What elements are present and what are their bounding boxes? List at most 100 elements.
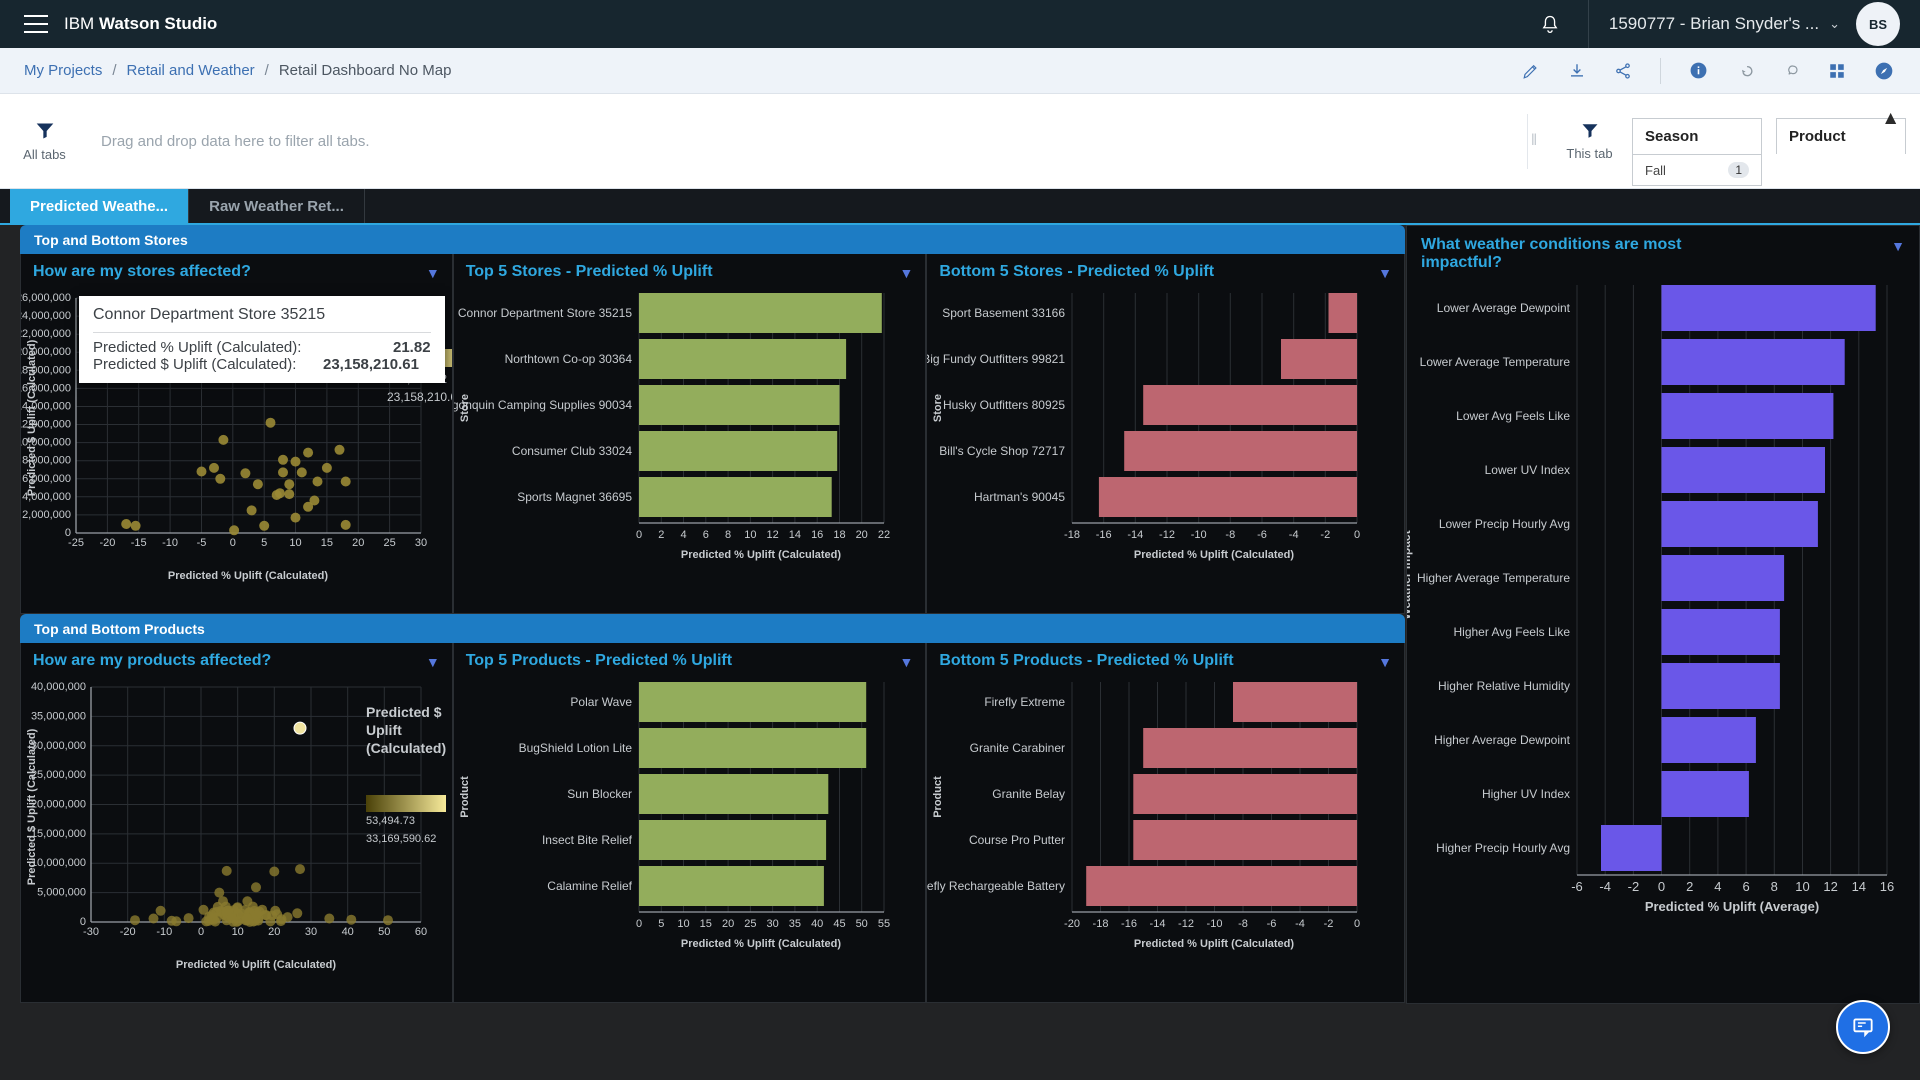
- svg-text:-2: -2: [1628, 879, 1640, 894]
- svg-text:Course Pro Putter: Course Pro Putter: [969, 833, 1065, 847]
- svg-text:-10: -10: [1191, 529, 1207, 541]
- svg-text:-6: -6: [1571, 879, 1583, 894]
- svg-text:Bill's Cycle Shop 72717: Bill's Cycle Shop 72717: [940, 444, 1066, 458]
- svg-text:Predicted % Uplift (Calculated: Predicted % Uplift (Calculated): [176, 959, 336, 971]
- svg-text:40: 40: [811, 918, 823, 930]
- svg-text:10: 10: [289, 537, 301, 549]
- svg-text:55: 55: [878, 918, 890, 930]
- svg-text:Lower Avg Feels Like: Lower Avg Feels Like: [1456, 409, 1570, 423]
- svg-text:-16: -16: [1121, 918, 1137, 930]
- svg-text:10: 10: [1795, 879, 1809, 894]
- svg-text:-5: -5: [197, 537, 207, 549]
- svg-text:14: 14: [1852, 879, 1866, 894]
- svg-text:15,000,000: 15,000,000: [31, 828, 86, 840]
- svg-text:25: 25: [744, 918, 756, 930]
- svg-text:-20: -20: [99, 537, 115, 549]
- svg-text:Polar Wave: Polar Wave: [570, 695, 632, 709]
- svg-text:-14: -14: [1128, 529, 1144, 541]
- svg-text:-4: -4: [1295, 918, 1305, 930]
- svg-text:-4: -4: [1599, 879, 1611, 894]
- svg-text:6: 6: [702, 529, 708, 541]
- svg-text:16: 16: [811, 529, 823, 541]
- svg-text:-25: -25: [68, 537, 84, 549]
- svg-text:14: 14: [788, 529, 800, 541]
- svg-text:50: 50: [855, 918, 867, 930]
- svg-text:10: 10: [677, 918, 689, 930]
- svg-text:-18: -18: [1064, 529, 1080, 541]
- svg-text:-2: -2: [1321, 529, 1331, 541]
- svg-text:-10: -10: [1207, 918, 1223, 930]
- svg-text:Firefly Extreme: Firefly Extreme: [985, 695, 1066, 709]
- svg-text:5,000,000: 5,000,000: [37, 887, 86, 899]
- svg-text:0: 0: [636, 918, 642, 930]
- svg-text:30,000,000: 30,000,000: [31, 740, 86, 752]
- svg-text:0: 0: [1354, 529, 1360, 541]
- svg-text:Store: Store: [459, 394, 471, 422]
- svg-text:30: 30: [415, 537, 427, 549]
- svg-text:Predicted % Uplift (Calculated: Predicted % Uplift (Calculated): [1134, 549, 1294, 561]
- svg-text:Insect Bite Relief: Insect Bite Relief: [542, 833, 633, 847]
- svg-text:50: 50: [378, 926, 390, 938]
- svg-text:-6: -6: [1257, 529, 1267, 541]
- svg-text:Weather Impact: Weather Impact: [1407, 530, 1413, 619]
- svg-text:12: 12: [1823, 879, 1837, 894]
- svg-text:26,000,000: 26,000,000: [21, 292, 71, 304]
- svg-text:Store: Store: [932, 394, 944, 422]
- svg-text:2,000,000: 2,000,000: [22, 509, 71, 521]
- svg-text:-10: -10: [162, 537, 178, 549]
- svg-text:20: 20: [352, 537, 364, 549]
- svg-text:5: 5: [658, 918, 664, 930]
- svg-text:Predicted % Uplift (Calculated: Predicted % Uplift (Calculated): [681, 549, 841, 561]
- svg-text:BugShield Lotion Lite: BugShield Lotion Lite: [518, 741, 632, 755]
- svg-text:-14: -14: [1150, 918, 1166, 930]
- svg-text:-18: -18: [1093, 918, 1109, 930]
- svg-text:15: 15: [699, 918, 711, 930]
- svg-text:Hartman's 90045: Hartman's 90045: [974, 490, 1065, 504]
- svg-text:4: 4: [1714, 879, 1721, 894]
- svg-text:Product: Product: [932, 776, 944, 818]
- svg-text:-12: -12: [1159, 529, 1175, 541]
- svg-text:Higher Average Temperature: Higher Average Temperature: [1417, 571, 1570, 585]
- svg-text:Predicted % Uplift (Calculated: Predicted % Uplift (Calculated): [168, 570, 328, 582]
- svg-text:Sport Basement 33166: Sport Basement 33166: [943, 306, 1066, 320]
- svg-text:10: 10: [744, 529, 756, 541]
- svg-text:Lower Precip Hourly Avg: Lower Precip Hourly Avg: [1439, 517, 1570, 531]
- svg-text:10,000,000: 10,000,000: [31, 858, 86, 870]
- svg-text:-8: -8: [1238, 918, 1248, 930]
- svg-text:-16: -16: [1096, 529, 1112, 541]
- svg-text:8: 8: [1771, 879, 1778, 894]
- svg-text:24,000,000: 24,000,000: [21, 310, 71, 322]
- svg-text:22,000,000: 22,000,000: [21, 329, 71, 341]
- svg-text:25: 25: [383, 537, 395, 549]
- svg-text:22: 22: [878, 529, 890, 541]
- svg-text:2: 2: [658, 529, 664, 541]
- svg-text:12: 12: [766, 529, 778, 541]
- svg-text:-12: -12: [1178, 918, 1194, 930]
- svg-text:Higher UV Index: Higher UV Index: [1482, 787, 1570, 801]
- svg-text:Big Fundy Outfitters 99821: Big Fundy Outfitters 99821: [927, 352, 1065, 366]
- svg-text:Higher Average Dewpoint: Higher Average Dewpoint: [1434, 733, 1571, 747]
- svg-text:35,000,000: 35,000,000: [31, 711, 86, 723]
- svg-text:2: 2: [1686, 879, 1693, 894]
- svg-text:Higher Precip Hourly Avg: Higher Precip Hourly Avg: [1436, 841, 1570, 855]
- svg-text:Granite Carabiner: Granite Carabiner: [970, 741, 1065, 755]
- svg-text:35: 35: [788, 918, 800, 930]
- svg-text:Sports Magnet 36695: Sports Magnet 36695: [517, 490, 632, 504]
- svg-text:Higher Avg Feels Like: Higher Avg Feels Like: [1453, 625, 1570, 639]
- svg-text:40,000,000: 40,000,000: [31, 681, 86, 693]
- svg-text:Algonquin Camping Supplies 900: Algonquin Camping Supplies 90034: [454, 398, 632, 412]
- svg-text:20: 20: [722, 918, 734, 930]
- svg-text:15: 15: [321, 537, 333, 549]
- svg-text:Higher Relative Humidity: Higher Relative Humidity: [1438, 679, 1570, 693]
- svg-text:Connor Department Store 35215: Connor Department Store 35215: [458, 306, 632, 320]
- svg-text:Predicted % Uplift (Calculated: Predicted % Uplift (Calculated): [681, 938, 841, 950]
- svg-text:18: 18: [833, 529, 845, 541]
- svg-text:Predicted $ Uplift (Calculated: Predicted $ Uplift (Calculated): [26, 729, 38, 886]
- svg-text:Lower Average Temperature: Lower Average Temperature: [1420, 355, 1571, 369]
- svg-text:Firefly Rechargeable Battery: Firefly Rechargeable Battery: [927, 879, 1065, 893]
- svg-text:Lower UV Index: Lower UV Index: [1485, 463, 1570, 477]
- svg-text:30: 30: [766, 918, 778, 930]
- svg-text:60: 60: [415, 926, 427, 938]
- svg-text:-4: -4: [1289, 529, 1299, 541]
- svg-text:25,000,000: 25,000,000: [31, 769, 86, 781]
